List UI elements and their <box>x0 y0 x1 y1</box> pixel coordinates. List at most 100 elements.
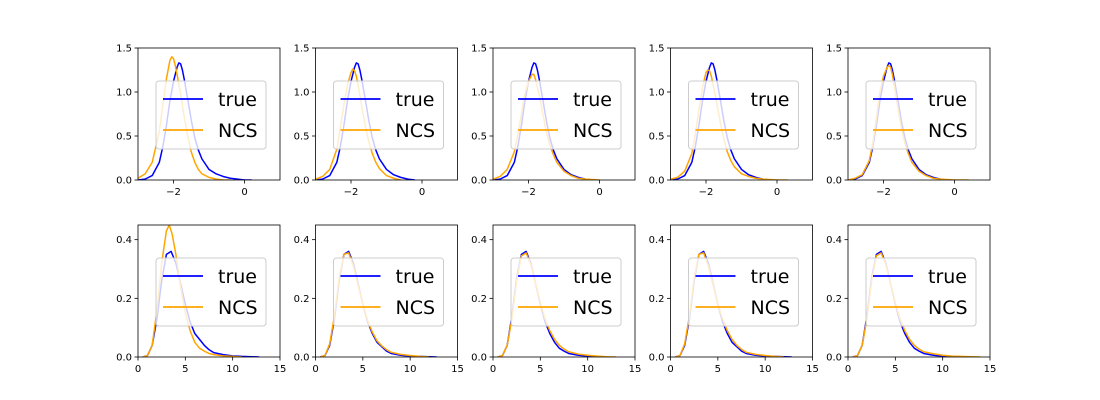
legend-label-ncs: NCS <box>928 120 968 142</box>
x-tick-label: −2 <box>699 187 714 198</box>
x-tick-label: 5 <box>715 364 721 375</box>
x-tick-label: 15 <box>451 364 464 375</box>
y-tick-label: 0.2 <box>826 294 842 305</box>
legend: true NCS <box>688 257 799 327</box>
y-tick-label: 1.0 <box>471 88 487 99</box>
y-tick-label: 0.5 <box>294 132 310 143</box>
legend-label-true: true <box>218 89 257 111</box>
legend-box <box>688 80 799 150</box>
y-tick-label: 1.5 <box>471 44 487 55</box>
x-tick-label: 15 <box>984 364 997 375</box>
legend-box <box>688 257 799 327</box>
series-line-true <box>315 62 415 180</box>
series-line-true <box>670 62 770 180</box>
axes-frame <box>315 224 458 358</box>
x-tick-label: 0 <box>667 364 673 375</box>
legend-label-ncs: NCS <box>928 297 968 319</box>
subplot-r1-c5: −2 0 0.0 0.5 1.0 1.5 true NCS <box>826 44 991 198</box>
y-tick-label: 1.5 <box>116 44 132 55</box>
legend: true NCS <box>865 257 977 327</box>
y-tick-label: 1.0 <box>294 88 310 99</box>
legend-box <box>155 257 267 327</box>
legend-label-true: true <box>573 89 612 111</box>
y-tick-label: 0.0 <box>294 176 310 187</box>
y-tick-label: 0.2 <box>471 294 487 305</box>
legend: true NCS <box>155 257 267 327</box>
y-tick-label: 0.0 <box>649 176 665 187</box>
x-tick-label: −2 <box>521 187 536 198</box>
y-tick-label: 0.0 <box>649 353 665 364</box>
y-tick-label: 0.5 <box>116 132 132 143</box>
legend-label-true: true <box>751 266 790 288</box>
x-tick-label: 0 <box>241 187 247 198</box>
x-tick-label: 0 <box>596 187 602 198</box>
y-tick-label: 0.2 <box>649 294 665 305</box>
series-line-true <box>493 62 593 180</box>
x-tick-label: 10 <box>759 364 772 375</box>
y-tick-label: 0.0 <box>826 353 842 364</box>
x-tick-label: 0 <box>135 364 141 375</box>
y-tick-label: 0.0 <box>116 353 132 364</box>
legend-label-ncs: NCS <box>396 120 436 142</box>
x-tick-label: 0 <box>312 364 318 375</box>
x-tick-label: 0 <box>845 364 851 375</box>
x-tick-label: 10 <box>404 364 417 375</box>
y-tick-label: 0.5 <box>649 132 665 143</box>
legend-label-true: true <box>751 89 790 111</box>
x-tick-label: 10 <box>936 364 949 375</box>
x-tick-label: 15 <box>806 364 819 375</box>
axes-frame <box>492 47 636 181</box>
axes-frame <box>492 224 636 358</box>
axes-frame <box>137 47 281 181</box>
x-tick-label: 15 <box>274 364 287 375</box>
y-tick-label: 0.0 <box>116 176 132 187</box>
y-tick-label: 1.5 <box>826 44 842 55</box>
axes-frame <box>847 224 991 358</box>
x-tick-label: 5 <box>182 364 188 375</box>
y-tick-label: 0.4 <box>294 235 310 246</box>
legend-label-true: true <box>218 266 257 288</box>
legend-box <box>510 80 622 150</box>
x-tick-label: 5 <box>892 364 898 375</box>
y-tick-label: 0.4 <box>649 235 665 246</box>
legend-label-ncs: NCS <box>218 120 258 142</box>
x-tick-label: 0 <box>490 364 496 375</box>
y-tick-label: 0.5 <box>471 132 487 143</box>
y-tick-label: 1.5 <box>649 44 665 55</box>
subplot-r1-c3: −2 0 0.0 0.5 1.0 1.5 true NCS <box>471 44 636 198</box>
y-tick-label: 0.5 <box>826 132 842 143</box>
y-tick-label: 0.4 <box>826 235 842 246</box>
legend-label-ncs: NCS <box>573 120 613 142</box>
subplot-r1-c1: −2 0 0.0 0.5 1.0 1.5 true NCS <box>116 44 281 198</box>
axes-frame <box>670 224 813 358</box>
legend: true NCS <box>688 80 799 150</box>
subplot-r1-c2: −2 0 0.0 0.5 1.0 1.5 true NCS <box>294 44 458 198</box>
x-tick-label: 10 <box>226 364 239 375</box>
x-tick-label: 0 <box>419 187 425 198</box>
y-tick-label: 1.0 <box>826 88 842 99</box>
legend-label-true: true <box>928 266 967 288</box>
legend-label-true: true <box>396 266 435 288</box>
y-tick-label: 0.2 <box>116 294 132 305</box>
legend-label-true: true <box>396 89 435 111</box>
y-tick-label: 0.4 <box>471 235 487 246</box>
legend-label-ncs: NCS <box>751 120 791 142</box>
x-tick-label: 5 <box>360 364 366 375</box>
x-tick-label: 5 <box>537 364 543 375</box>
legend-label-ncs: NCS <box>751 297 791 319</box>
subplot-r2-c2: 0 5 10 15 0.0 0.2 0.4 true NCS <box>294 224 464 375</box>
y-tick-label: 0.2 <box>294 294 310 305</box>
axes-frame <box>137 224 281 358</box>
y-tick-label: 1.0 <box>649 88 665 99</box>
y-tick-label: 1.5 <box>294 44 310 55</box>
y-tick-label: 1.0 <box>116 88 132 99</box>
subplot-r2-c5: 0 5 10 15 0.0 0.2 0.4 true NCS <box>826 224 997 375</box>
x-tick-label: −2 <box>344 187 359 198</box>
x-tick-label: 15 <box>629 364 642 375</box>
y-tick-label: 0.0 <box>471 176 487 187</box>
x-tick-label: 0 <box>774 187 780 198</box>
legend-box <box>333 257 444 327</box>
legend: true NCS <box>155 80 267 150</box>
